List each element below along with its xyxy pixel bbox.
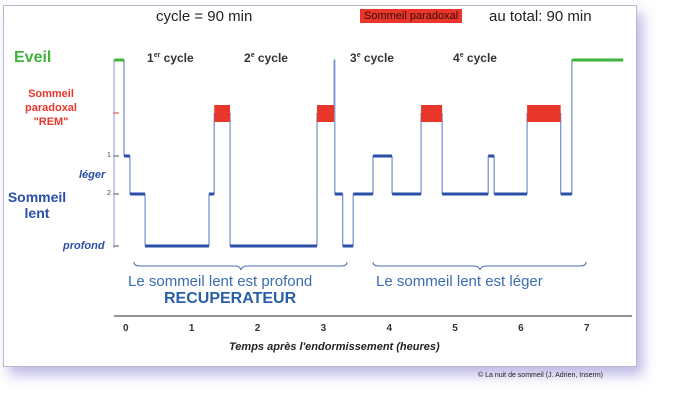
stage-segment-rem (527, 105, 561, 122)
tick-label-1: 1 (107, 152, 111, 159)
recuperateur-note: RECUPERATEUR (164, 290, 297, 307)
stage-segment-rem (316, 105, 335, 122)
cycle-label-1: 1er cycle (147, 51, 194, 65)
rem-legend-badge: Sommeil paradoxal (360, 9, 463, 23)
rem-total-text: au total: 90 min (489, 8, 592, 25)
label-leger: léger (79, 169, 106, 181)
deep-sleep-note: Le sommeil lent est profond (128, 273, 313, 290)
label-profond: profond (63, 240, 105, 252)
x-tick-label: 2 (254, 323, 261, 334)
figure-card (3, 5, 637, 367)
cycle-duration-text: cycle = 90 min (156, 8, 253, 25)
brace-deep (133, 261, 348, 271)
tick-label-2: 2 (107, 190, 111, 197)
credit: © La nuit de sommeil (J. Adrien, Inserm) (478, 372, 603, 379)
x-tick-label: 3 (320, 323, 327, 334)
x-tick-label: 7 (584, 323, 590, 334)
stage-segment-rem (421, 105, 443, 122)
light-sleep-note: Le sommeil lent est léger (376, 273, 543, 290)
x-axis-title: Temps après l'endormissement (heures) (229, 341, 440, 353)
label-rem: Sommeil paradoxal "REM" (25, 88, 77, 128)
cycle-label-2: 2e cycle (244, 51, 288, 65)
x-tick-label: 6 (518, 323, 524, 334)
x-tick-label: 0 (123, 323, 129, 334)
x-tick-label: 4 (386, 323, 392, 334)
x-tick-label: 1 (188, 323, 195, 334)
label-eveil: Eveil (14, 49, 52, 66)
cycle-label-4: 4e cycle (453, 51, 497, 65)
stage-segment-rem (214, 105, 231, 122)
x-tick-label: 5 (452, 323, 458, 334)
cycle-label-3: 3e cycle (350, 51, 394, 65)
brace-light (372, 261, 587, 271)
label-sommeil-lent: Sommeil lent (7, 189, 67, 221)
